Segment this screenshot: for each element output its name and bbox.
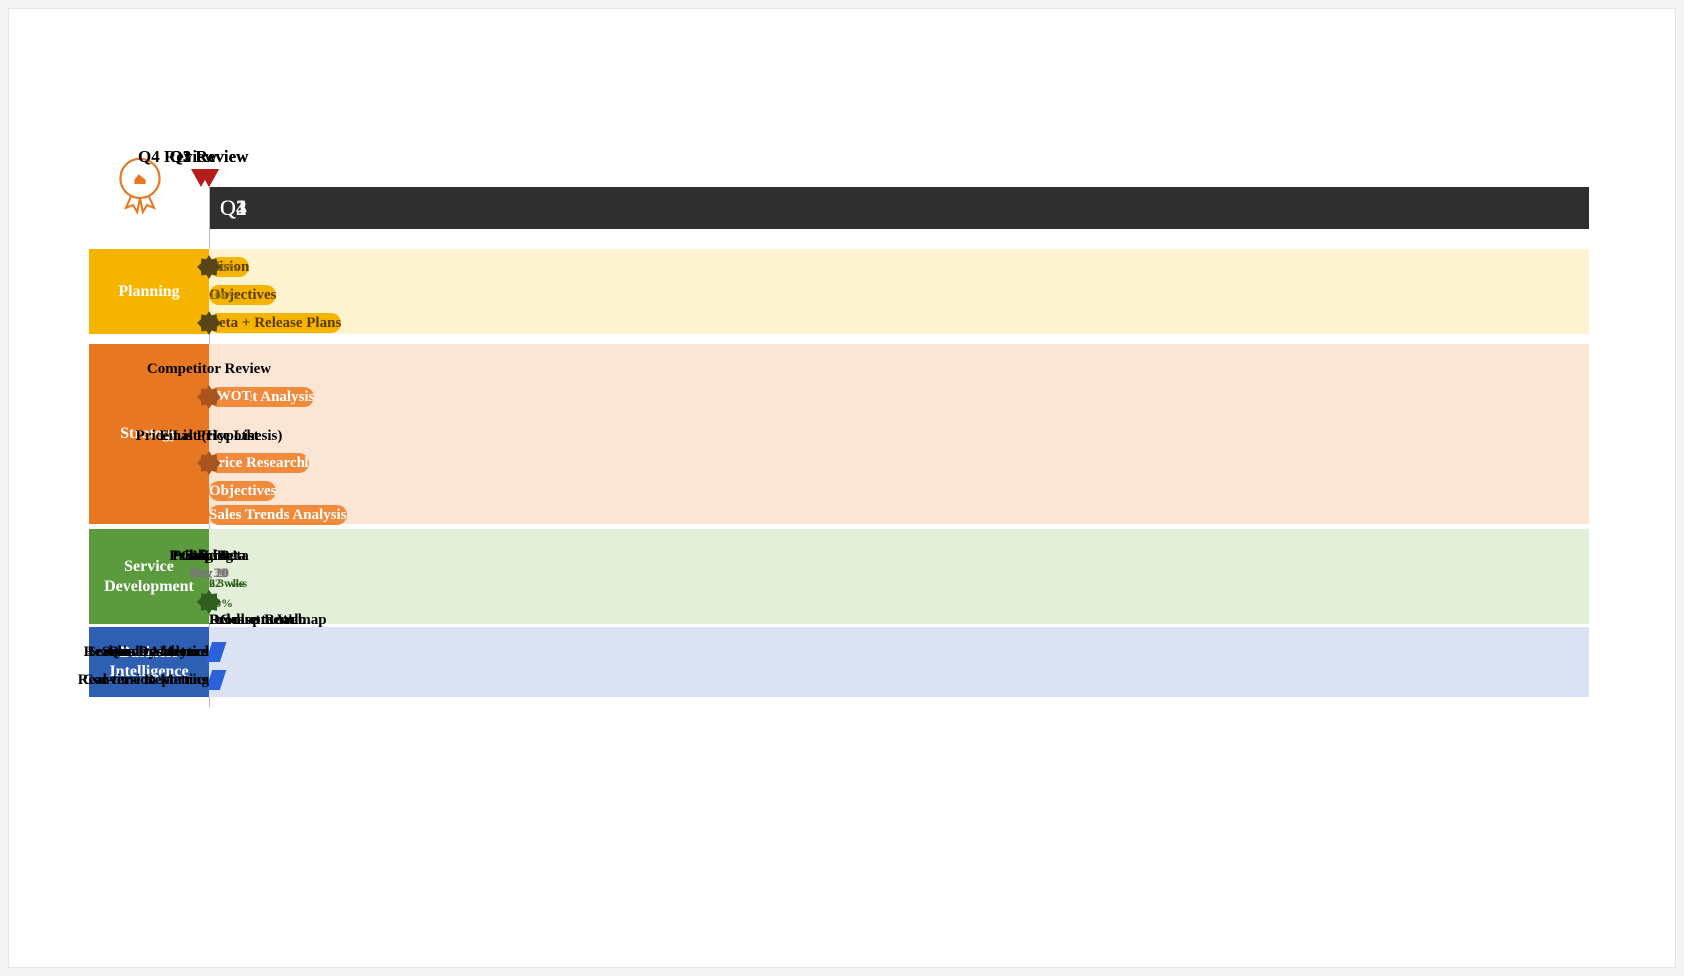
progress-pct: 100% — [209, 288, 239, 303]
card: PlanningStrategyService DevelopmentBusin… — [8, 8, 1676, 968]
bi-metric-label: Sales Dashboard — [102, 644, 209, 661]
quarter-bar: Q1Q2Q3Q4 — [209, 187, 1589, 229]
swimlane-planning — [209, 249, 1589, 334]
milestone-star-icon — [196, 450, 222, 476]
roadmap-chart: PlanningStrategyService DevelopmentBusin… — [89, 139, 1589, 709]
task-bar: Price Research — [209, 453, 305, 473]
milestone-star-icon — [196, 254, 222, 280]
quarter-q4: Q4 — [209, 187, 247, 229]
timeline-area: Q1Q2Q3Q4 Q1 ReviewQ2 ReviewQ3 ReviewQ4 R… — [209, 139, 1589, 709]
swimlane-strategy — [209, 344, 1589, 524]
review-marker-icon — [191, 169, 211, 187]
milestone-label: Competitor Review — [147, 361, 271, 378]
review-label: Q4 Review — [138, 147, 217, 167]
dev-segment-label: Release to Web — [209, 612, 306, 629]
milestone-star-icon — [196, 310, 222, 336]
milestone-star-icon — [196, 384, 222, 410]
bi-metric-label: Real-time Reporting — [78, 672, 209, 689]
row-label-planning: Planning — [89, 249, 209, 334]
task-bar: Sales Trends Analysis — [209, 505, 347, 525]
task-bar: Objectives — [209, 481, 276, 501]
task-bar: Beta + Release Plans — [209, 313, 341, 333]
page: PlanningStrategyService DevelopmentBusin… — [0, 0, 1684, 976]
milestone-star-icon — [196, 589, 222, 615]
swimlane-dev — [209, 529, 1589, 624]
swimlane-bi — [209, 627, 1589, 697]
milestone-label: Final Price List — [159, 428, 258, 445]
